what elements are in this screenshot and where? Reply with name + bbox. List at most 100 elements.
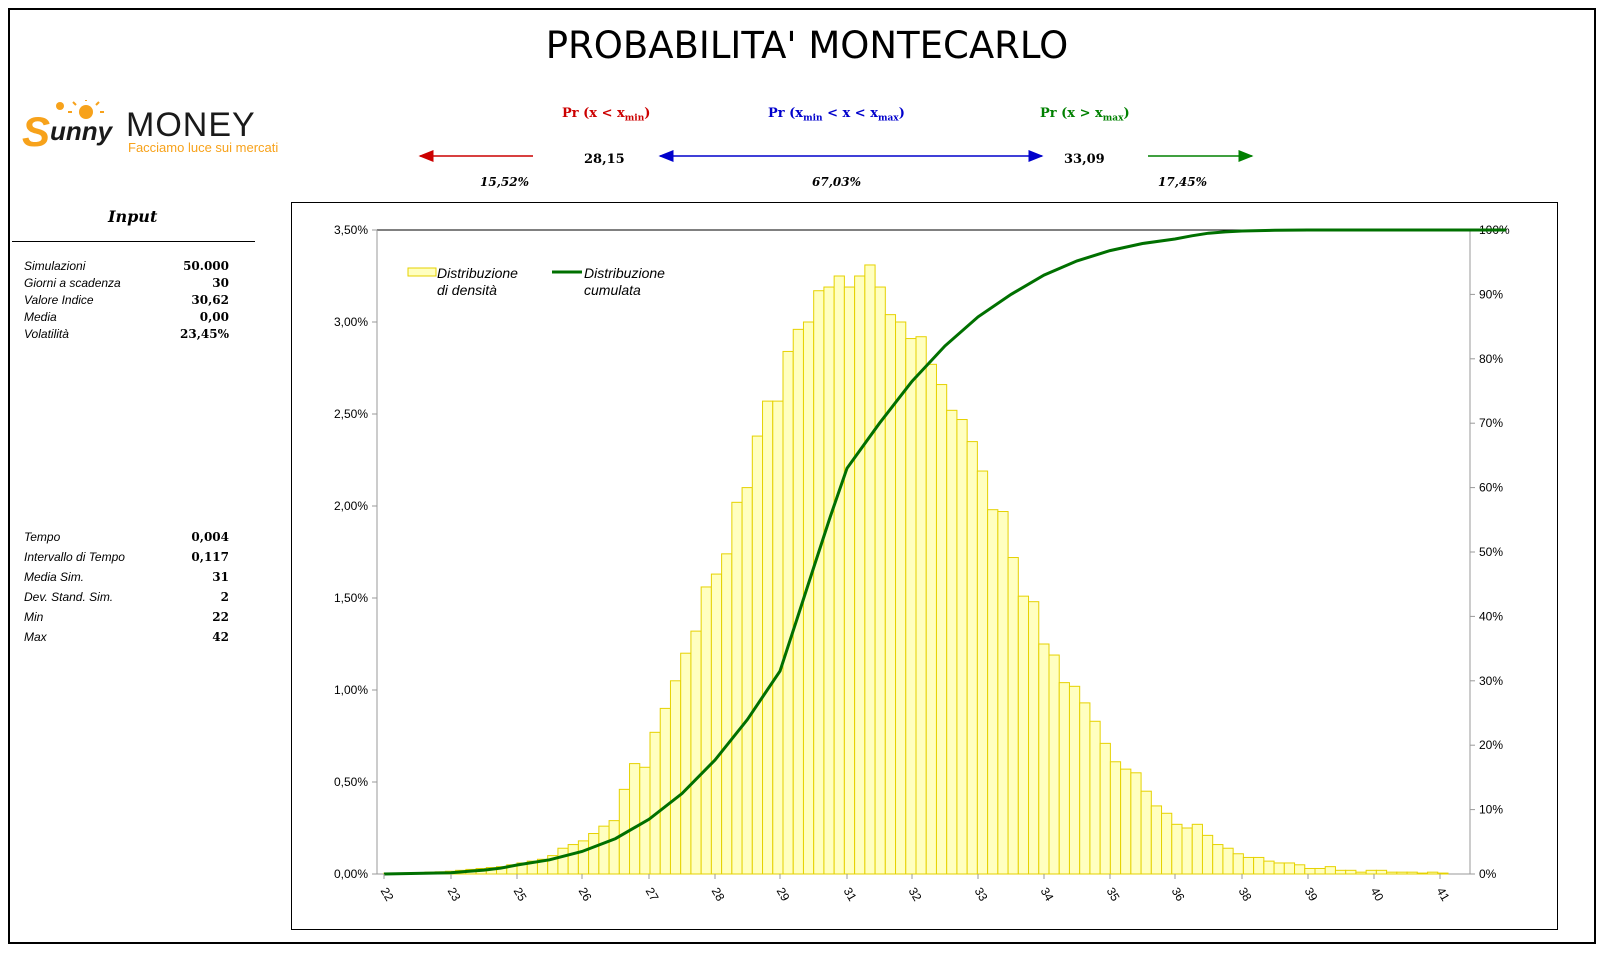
logo-initial: S (22, 108, 50, 155)
density-bar (751, 435, 764, 875)
density-bar (1099, 742, 1111, 875)
xmin-value: 28,15 (584, 152, 625, 167)
density-bar (1028, 601, 1040, 875)
density-bar (741, 487, 753, 875)
param-row: Volatilità 23,45% (24, 327, 229, 344)
prob-above-pct: 17,45% (1158, 175, 1207, 189)
param-key: Volatilità (24, 327, 69, 341)
param-key: Dev. Stand. Sim. (24, 590, 114, 604)
density-bar (1416, 872, 1429, 875)
density-bar (1191, 823, 1203, 875)
density-bar (854, 275, 866, 875)
density-bar (1068, 685, 1081, 875)
y-left-tick-label: 2,50% (334, 407, 368, 421)
y-right-tick-label: 80% (1479, 352, 1503, 366)
logo-word2: MONEY (126, 106, 256, 144)
param-value: 30,62 (191, 293, 229, 307)
legend-density-swatch (407, 267, 437, 277)
density-bar (823, 286, 835, 875)
param-row: Intervallo di Tempo 0,117 (24, 550, 229, 567)
y-left-tick-label: 1,00% (334, 683, 368, 697)
param-value: 31 (212, 570, 229, 584)
prob-between-pct: 67,03% (812, 175, 861, 189)
density-bar (1304, 867, 1316, 875)
density-bar (1314, 867, 1326, 875)
param-value: 50.000 (183, 259, 229, 273)
logo-word1: unny (50, 116, 114, 146)
density-bar (987, 509, 999, 875)
param-key: Simulazioni (24, 259, 86, 273)
density-bar (1058, 682, 1070, 875)
y-right-tick-label: 60% (1479, 481, 1503, 495)
density-bar (1375, 869, 1388, 875)
input-title: Input (108, 207, 158, 226)
param-row: Giorni a scadenza 30 (24, 276, 229, 293)
param-key: Giorni a scadenza (24, 276, 121, 290)
x-tick-label: 32 (906, 885, 925, 904)
param-key: Media (24, 310, 57, 324)
prob-below-pct: 15,52% (480, 175, 529, 189)
param-value: 2 (220, 590, 229, 604)
density-bar (976, 470, 989, 875)
x-tick-label: 23 (445, 885, 464, 904)
density-bar (557, 847, 569, 875)
density-bar (1048, 654, 1060, 875)
density-bar (567, 844, 579, 875)
sun-icon (68, 100, 104, 119)
x-tick-label: 25 (511, 885, 530, 904)
x-tick-label: 40 (1368, 885, 1387, 904)
x-tick-label: 29 (774, 885, 793, 904)
x-tick-label: 28 (709, 885, 728, 904)
density-bar (1253, 856, 1265, 875)
density-bar (577, 840, 590, 875)
x-tick-label: 22 (378, 885, 397, 904)
density-bar (813, 290, 825, 875)
density-bar (1355, 871, 1367, 875)
density-bar (935, 384, 948, 875)
density-bar (905, 338, 917, 875)
density-bar (1222, 847, 1234, 875)
legend-density-line1: Distribuzione (437, 265, 518, 281)
density-bar (762, 400, 774, 875)
x-tick-label: 41 (1434, 885, 1453, 904)
density-bar (710, 573, 723, 875)
page-title: PROBABILITA' MONTECARLO (545, 24, 1069, 67)
y-left-tick-label: 3,50% (334, 223, 368, 237)
xmax-value: 33,09 (1064, 152, 1105, 167)
y-left-tick-label: 1,50% (334, 591, 368, 605)
page-frame (8, 8, 1596, 944)
density-bar (925, 363, 937, 875)
density-bar (1427, 871, 1439, 875)
density-bar (997, 511, 1009, 875)
density-bar (1386, 871, 1398, 875)
density-bar (1242, 856, 1255, 875)
x-tick-label: 36 (1169, 885, 1188, 904)
y-right-tick-label: 90% (1479, 287, 1503, 301)
prob-below-label: Pr (x < xmin) (562, 106, 651, 124)
density-bar (1263, 860, 1275, 875)
density-bar (629, 763, 641, 875)
param-row: Max 42 (24, 630, 229, 647)
y-left-tick-label: 0,50% (334, 775, 368, 789)
density-bar (598, 825, 610, 875)
param-row: Simulazioni 50.000 (24, 259, 229, 276)
sunny-money-logo: S unny MONEY Facciamo luce sui mercati (22, 100, 278, 155)
density-bar (1406, 871, 1418, 875)
density-bar (864, 264, 876, 875)
density-bar (833, 275, 845, 875)
density-bar (1365, 869, 1377, 875)
density-bar (895, 321, 907, 875)
param-key: Media Sim. (24, 570, 85, 584)
density-bar (1079, 702, 1091, 875)
density-bar (1150, 805, 1163, 875)
density-bar (1334, 869, 1347, 875)
y-right-tick-label: 40% (1479, 609, 1503, 623)
density-bar (884, 314, 897, 875)
density-bar (1089, 720, 1101, 875)
y-left-tick-label: 3,00% (334, 315, 368, 329)
density-bar (1007, 557, 1019, 875)
density-bar (1017, 595, 1030, 875)
density-bar (1212, 844, 1224, 875)
density-bar (669, 680, 682, 875)
